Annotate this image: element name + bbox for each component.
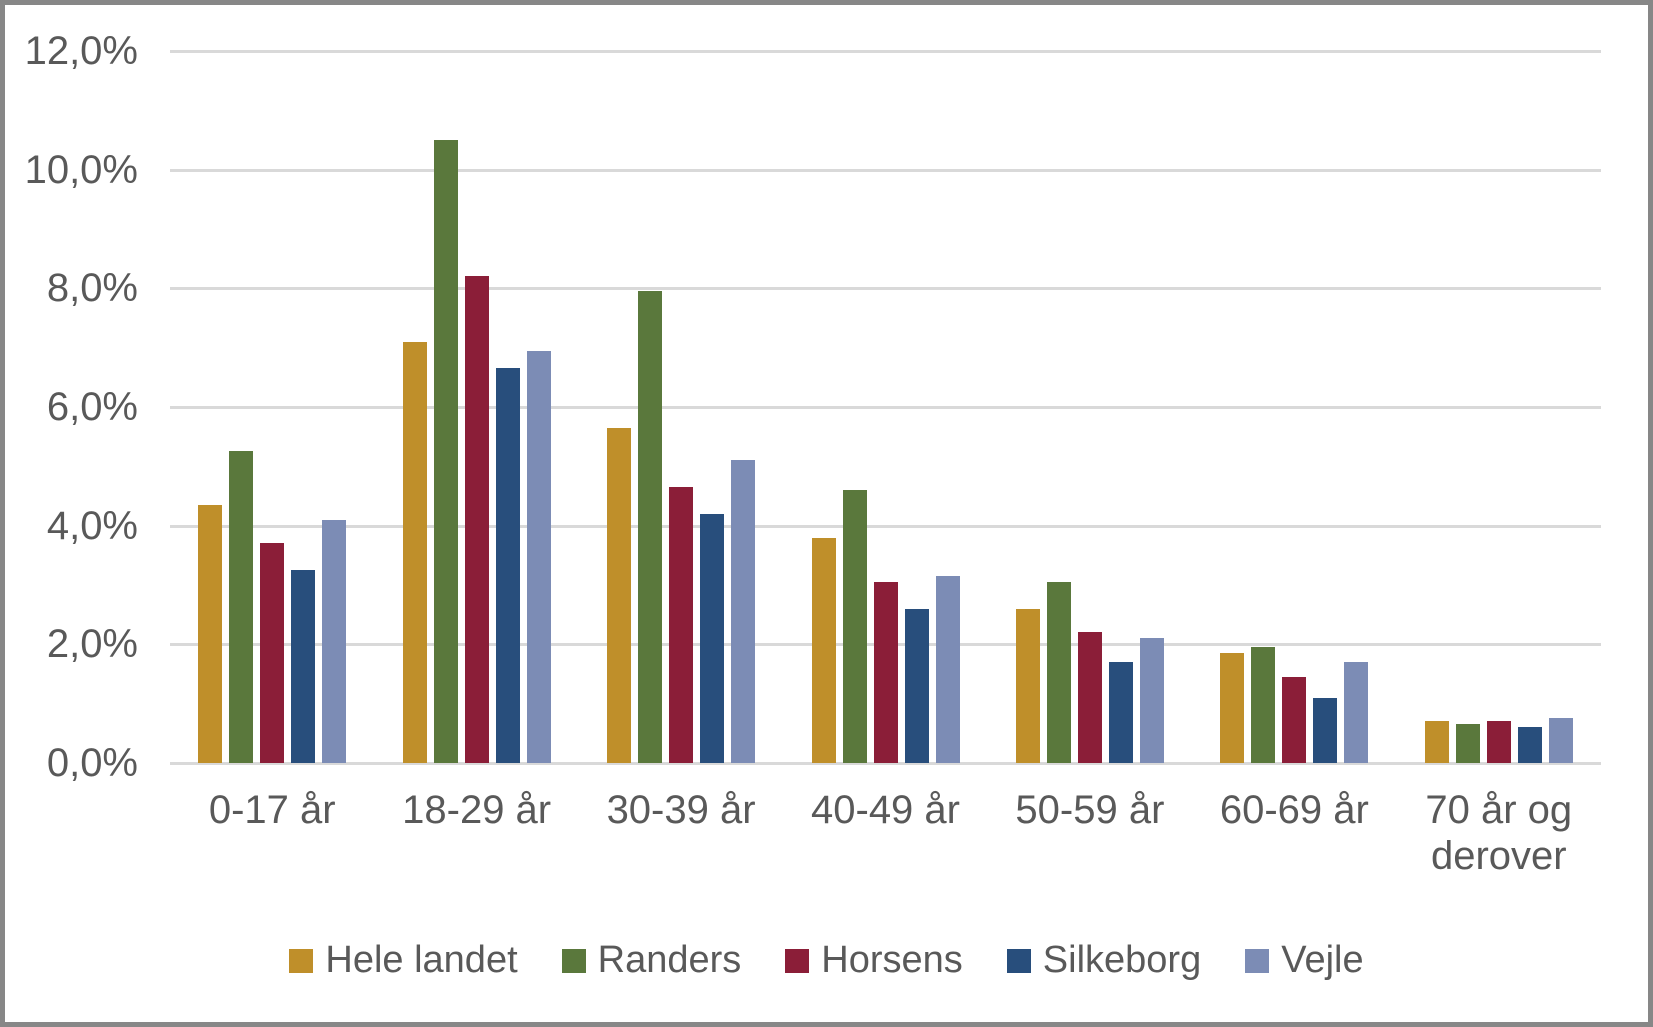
bar-hele-landet-40-49-år: [811, 538, 836, 763]
legend: Hele landet Randers Horsens Silkeborg Vejle: [5, 939, 1648, 982]
bar-hele-landet-18-29-år: [402, 342, 427, 763]
legend-label: Horsens: [821, 939, 963, 981]
gridline: [170, 50, 1601, 53]
bar-silkeborg-50-59-år: [1108, 662, 1133, 763]
legend-label: Hele landet: [325, 939, 518, 981]
bar-silkeborg-40-49-år: [904, 609, 929, 763]
bar-silkeborg-18-29-år: [495, 368, 520, 763]
bar-randers-40-49-år: [842, 490, 867, 763]
x-category-label-60-69-år: 60-69 år: [1219, 788, 1369, 832]
y-tick-label: 12,0%: [24, 29, 138, 73]
legend-swatch-icon: [561, 948, 586, 973]
x-category-label-18-29-år: 18-29 år: [402, 788, 552, 832]
legend-item-horsens: Horsens: [785, 939, 963, 982]
bar-vejle-30-39-år: [731, 460, 756, 763]
bar-randers-50-59-år: [1046, 582, 1071, 763]
legend-swatch-icon: [1245, 948, 1270, 973]
legend-label: Silkeborg: [1042, 939, 1202, 981]
x-category-label-70-år-og-derover: 70 år og derover: [1425, 788, 1573, 878]
bar-horsens-70-år-og-derover: [1486, 721, 1511, 763]
legend-label: Randers: [597, 939, 742, 981]
plot-area: [170, 50, 1601, 765]
y-tick-label: 6,0%: [46, 385, 138, 429]
bar-horsens-50-59-år: [1077, 632, 1102, 763]
y-tick-label: 0,0%: [46, 741, 138, 785]
bar-hele-landet-0-17-år: [198, 505, 223, 763]
bar-randers-60-69-år: [1251, 647, 1276, 763]
x-category-label-40-49-år: 40-49 år: [811, 788, 960, 832]
bar-horsens-0-17-år: [260, 543, 285, 763]
bar-randers-70-år-og-derover: [1455, 724, 1480, 763]
legend-item-silkeborg: Silkeborg: [1006, 939, 1202, 982]
x-category-label-30-39-år: 30-39 år: [606, 788, 756, 832]
x-category-label-50-59-år: 50-59 år: [1015, 788, 1165, 832]
y-tick-label: 4,0%: [46, 503, 138, 548]
x-category-label-0-17-år: 0-17 år: [208, 788, 336, 832]
legend-swatch-icon: [785, 948, 810, 973]
bar-vejle-40-49-år: [935, 576, 960, 763]
legend-item-vejle: Vejle: [1245, 939, 1364, 982]
bar-hele-landet-70-år-og-derover: [1424, 721, 1449, 763]
bar-randers-30-39-år: [638, 291, 663, 763]
bar-silkeborg-60-69-år: [1313, 698, 1338, 763]
bar-silkeborg-30-39-år: [700, 514, 725, 763]
legend-swatch-icon: [289, 948, 314, 973]
bar-hele-landet-60-69-år: [1220, 653, 1245, 763]
bar-vejle-18-29-år: [526, 351, 551, 763]
y-tick-label: 2,0%: [46, 622, 138, 667]
bar-hele-landet-30-39-år: [607, 428, 632, 763]
gridline: [170, 524, 1601, 528]
bar-horsens-18-29-år: [464, 276, 489, 763]
bar-vejle-50-59-år: [1139, 638, 1164, 763]
legend-item-randers: Randers: [561, 939, 742, 982]
gridline: [170, 406, 1601, 409]
bar-vejle-60-69-år: [1344, 662, 1369, 763]
legend-label: Vejle: [1281, 939, 1364, 981]
bar-hele-landet-50-59-år: [1015, 609, 1040, 763]
bar-silkeborg-0-17-år: [291, 570, 316, 763]
y-tick-label: 10,0%: [24, 147, 138, 192]
bar-silkeborg-70-år-og-derover: [1517, 727, 1542, 763]
bar-horsens-40-49-år: [873, 582, 898, 763]
gridline: [170, 168, 1601, 172]
bar-randers-0-17-år: [229, 451, 254, 763]
bar-horsens-30-39-år: [669, 487, 694, 763]
bar-horsens-60-69-år: [1282, 677, 1307, 763]
bar-randers-18-29-år: [433, 140, 458, 763]
bar-vejle-70-år-og-derover: [1548, 718, 1573, 763]
bar-vejle-0-17-år: [322, 520, 347, 763]
legend-item-hele-landet: Hele landet: [289, 939, 518, 982]
x-axis-line: [170, 762, 1601, 765]
gridline: [170, 287, 1601, 291]
legend-swatch-icon: [1006, 948, 1031, 973]
y-tick-label: 8,0%: [46, 266, 138, 311]
